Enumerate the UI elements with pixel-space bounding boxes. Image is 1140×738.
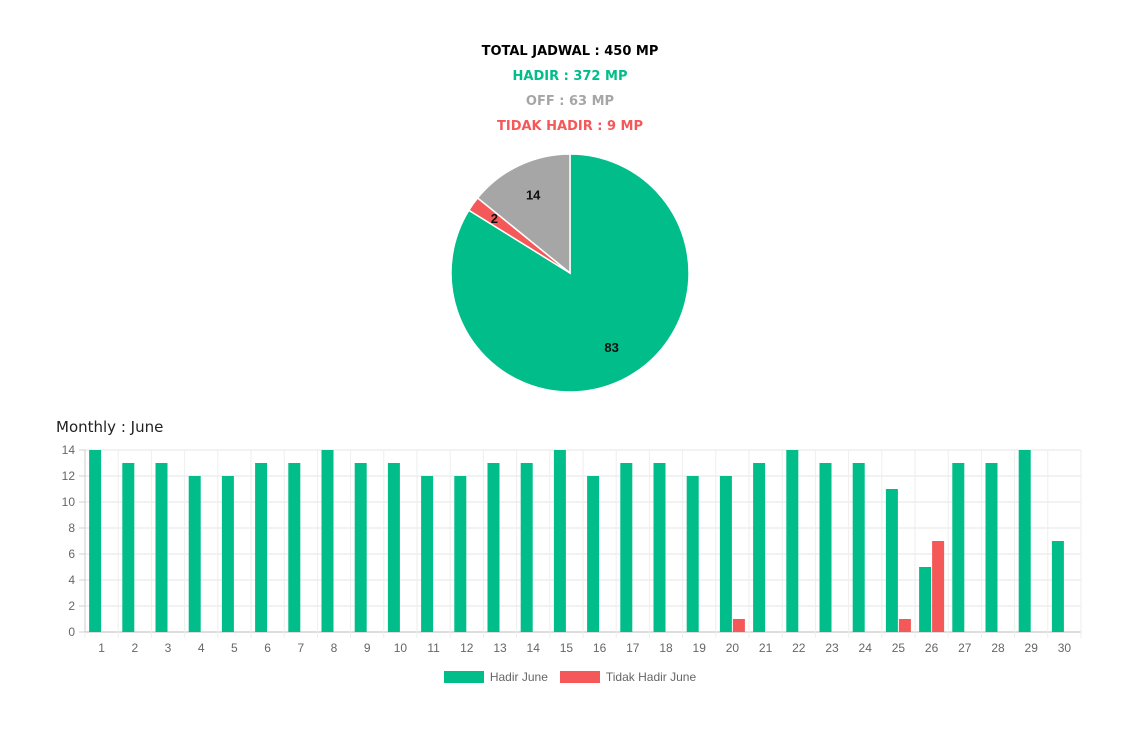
x-tick-label-30: 30	[1058, 641, 1072, 655]
x-tick-label-19: 19	[693, 641, 707, 655]
bar-hadir-23	[819, 463, 832, 632]
y-tick-label-2: 4	[68, 573, 75, 587]
x-tick-label-8: 8	[331, 641, 338, 655]
x-tick-label-18: 18	[659, 641, 673, 655]
x-tick-label-28: 28	[991, 641, 1005, 655]
x-tick-label-24: 24	[859, 641, 873, 655]
x-tick-label-4: 4	[198, 641, 205, 655]
bar-hadir-15	[553, 450, 566, 632]
bar-hadir-26	[919, 567, 932, 632]
bar-hadir-28	[985, 463, 998, 632]
bar-tidak-hadir-26	[932, 541, 945, 632]
bar-hadir-24	[852, 463, 865, 632]
bar-hadir-11	[421, 476, 434, 632]
x-tick-label-11: 11	[427, 641, 440, 655]
bar-hadir-12	[454, 476, 467, 632]
bar-hadir-3	[155, 463, 168, 632]
summary-block: TOTAL JADWAL : 450 MP HADIR : 372 MP OFF…	[0, 42, 1140, 142]
bar-hadir-13	[487, 463, 500, 632]
bar-hadir-5	[221, 476, 234, 632]
x-tick-label-9: 9	[364, 641, 371, 655]
y-tick-label-0: 0	[68, 625, 75, 639]
bar-hadir-22	[786, 450, 799, 632]
attendance-pie-chart: 83 2 14	[450, 153, 690, 393]
bar-hadir-27	[952, 463, 965, 632]
x-tick-label-5: 5	[231, 641, 238, 655]
bar-legend: Hadir June Tidak Hadir June	[0, 670, 1140, 684]
x-tick-label-14: 14	[527, 641, 541, 655]
pie-value-label-0: 83	[604, 340, 618, 355]
x-tick-label-23: 23	[825, 641, 839, 655]
total-jadwal-label: TOTAL JADWAL : 450 MP	[481, 44, 659, 59]
x-tick-label-3: 3	[165, 641, 172, 655]
bar-hadir-29	[1018, 450, 1031, 632]
x-tick-label-29: 29	[1025, 641, 1039, 655]
hadir-label: HADIR : 372 MP	[512, 69, 628, 84]
bar-hadir-16	[587, 476, 600, 632]
bar-hadir-14	[520, 463, 533, 632]
bar-hadir-21	[753, 463, 766, 632]
x-tick-label-13: 13	[493, 641, 507, 655]
y-tick-label-4: 8	[68, 521, 75, 535]
bar-hadir-30	[1051, 541, 1064, 632]
pie-value-label-2: 14	[526, 188, 541, 203]
x-tick-label-2: 2	[131, 641, 138, 655]
x-tick-label-20: 20	[726, 641, 740, 655]
legend-item-1[interactable]: Tidak Hadir June	[559, 670, 697, 684]
x-tick-label-10: 10	[394, 641, 408, 655]
x-tick-label-21: 21	[759, 641, 773, 655]
pie-slice-2	[476, 153, 571, 275]
bar-hadir-19	[686, 476, 699, 632]
x-tick-label-26: 26	[925, 641, 939, 655]
x-tick-label-7: 7	[297, 641, 304, 655]
bar-hadir-10	[387, 463, 400, 632]
x-tick-label-1: 1	[98, 641, 105, 655]
x-tick-label-15: 15	[560, 641, 574, 655]
bar-tidak-hadir-20	[732, 619, 745, 632]
bar-hadir-6	[255, 463, 268, 632]
legend-label-0: Hadir June	[489, 670, 548, 684]
bar-hadir-25	[885, 489, 898, 632]
x-tick-label-27: 27	[958, 641, 972, 655]
bar-hadir-18	[653, 463, 666, 632]
y-tick-label-1: 2	[68, 599, 75, 613]
x-tick-label-12: 12	[460, 641, 474, 655]
bar-hadir-9	[354, 463, 367, 632]
bar-hadir-1	[89, 450, 102, 632]
bar-hadir-7	[288, 463, 301, 632]
monthly-title: Monthly : June	[56, 418, 164, 436]
legend-swatch-0	[443, 671, 484, 683]
y-tick-label-7: 14	[62, 443, 76, 457]
x-tick-label-25: 25	[892, 641, 906, 655]
legend-swatch-1	[559, 671, 600, 683]
bar-hadir-2	[122, 463, 135, 632]
y-tick-label-5: 10	[62, 495, 76, 509]
x-tick-label-16: 16	[593, 641, 607, 655]
x-tick-label-22: 22	[792, 641, 806, 655]
x-tick-label-6: 6	[264, 641, 271, 655]
tidak-hadir-label: TIDAK HADIR : 9 MP	[496, 119, 644, 134]
bar-hadir-17	[620, 463, 633, 632]
legend-item-0[interactable]: Hadir June	[443, 670, 548, 684]
y-tick-label-3: 6	[68, 547, 75, 561]
y-tick-label-6: 12	[62, 469, 76, 483]
bar-hadir-4	[188, 476, 201, 632]
legend-label-1: Tidak Hadir June	[605, 670, 697, 684]
x-tick-label-17: 17	[626, 641, 640, 655]
bar-tidak-hadir-25	[898, 619, 911, 632]
off-label: OFF : 63 MP	[525, 94, 615, 109]
pie-value-label-1: 2	[491, 211, 498, 226]
bar-hadir-20	[719, 476, 732, 632]
bar-hadir-8	[321, 450, 334, 632]
